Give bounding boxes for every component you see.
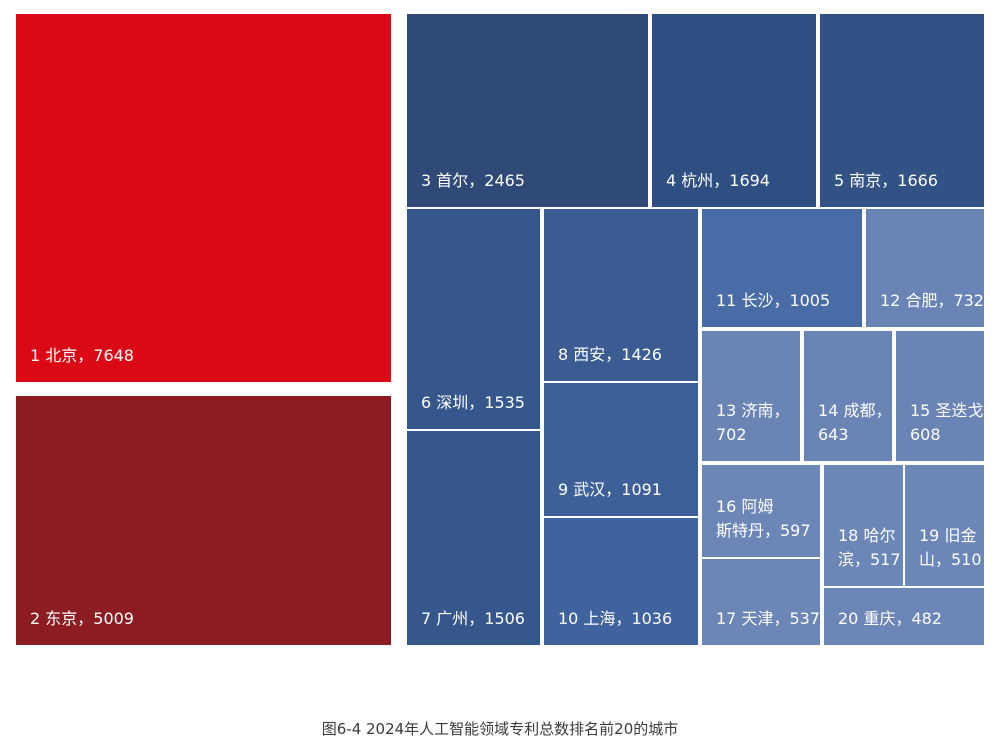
tile-label: 11 长沙，1005 [716,291,831,310]
tile-label: 3 首尔，2465 [421,171,525,190]
treemap-tile: 19 旧金 山，510 [903,463,986,588]
tile-label: 10 上海，1036 [558,609,673,628]
treemap-tile: 17 天津，537 [700,557,822,647]
tile-label: 8 西安，1426 [558,345,662,364]
tile-label: 6 深圳，1535 [421,393,525,412]
treemap-tile: 5 南京，1666 [818,12,986,209]
tile-label: 7 广州，1506 [421,609,525,628]
treemap-tile: 3 首尔，2465 [405,12,650,209]
tile-label: 17 天津，537 [716,609,820,628]
treemap-chart: 1 北京，7648 2 东京，5009 3 首尔，2465 4 杭州，1694 5 南京… [14,12,999,647]
treemap-tile: 8 西安，1426 [542,207,700,383]
treemap-tile: 1 北京，7648 [14,12,393,384]
tile-label: 20 重庆，482 [838,609,942,628]
treemap-tile: 11 长沙，1005 [700,207,864,329]
tile-label: 18 哈尔 滨，517 [838,526,901,569]
treemap-tile: 20 重庆，482 [822,586,986,647]
treemap-tile: 4 杭州，1694 [650,12,818,209]
treemap-tile: 6 深圳，1535 [405,207,542,431]
tile-label: 5 南京，1666 [834,171,938,190]
treemap-tile: 15 圣迭戈， 608 [894,329,999,463]
tile-label: 12 合肥，732 [880,291,984,310]
tile-label: 9 武汉，1091 [558,480,662,499]
treemap-tile: 16 阿姆 斯特丹，597 [700,463,822,559]
tile-label: 13 济南， 702 [716,401,790,444]
tile-label: 14 成都， 643 [818,401,892,444]
treemap-tile: 9 武汉，1091 [542,381,700,518]
treemap-tile: 7 广州，1506 [405,429,542,647]
treemap-tile: 13 济南， 702 [700,329,802,463]
tile-label: 1 北京，7648 [30,346,134,365]
tile-label: 16 阿姆 斯特丹，597 [716,497,811,540]
treemap-tile: 2 东京，5009 [14,394,393,647]
tile-label: 15 圣迭戈， 608 [910,401,1000,444]
tile-label: 4 杭州，1694 [666,171,770,190]
treemap-tile: 18 哈尔 滨，517 [822,463,905,588]
tile-label: 19 旧金 山，510 [919,526,982,569]
chart-caption: 图6-4 2024年人工智能领域专利总数排名前20的城市 [321,720,679,738]
treemap-tile: 10 上海，1036 [542,516,700,647]
treemap-tile: 12 合肥，732 [864,207,986,329]
tile-label: 2 东京，5009 [30,609,134,628]
treemap-tile: 14 成都， 643 [802,329,894,463]
